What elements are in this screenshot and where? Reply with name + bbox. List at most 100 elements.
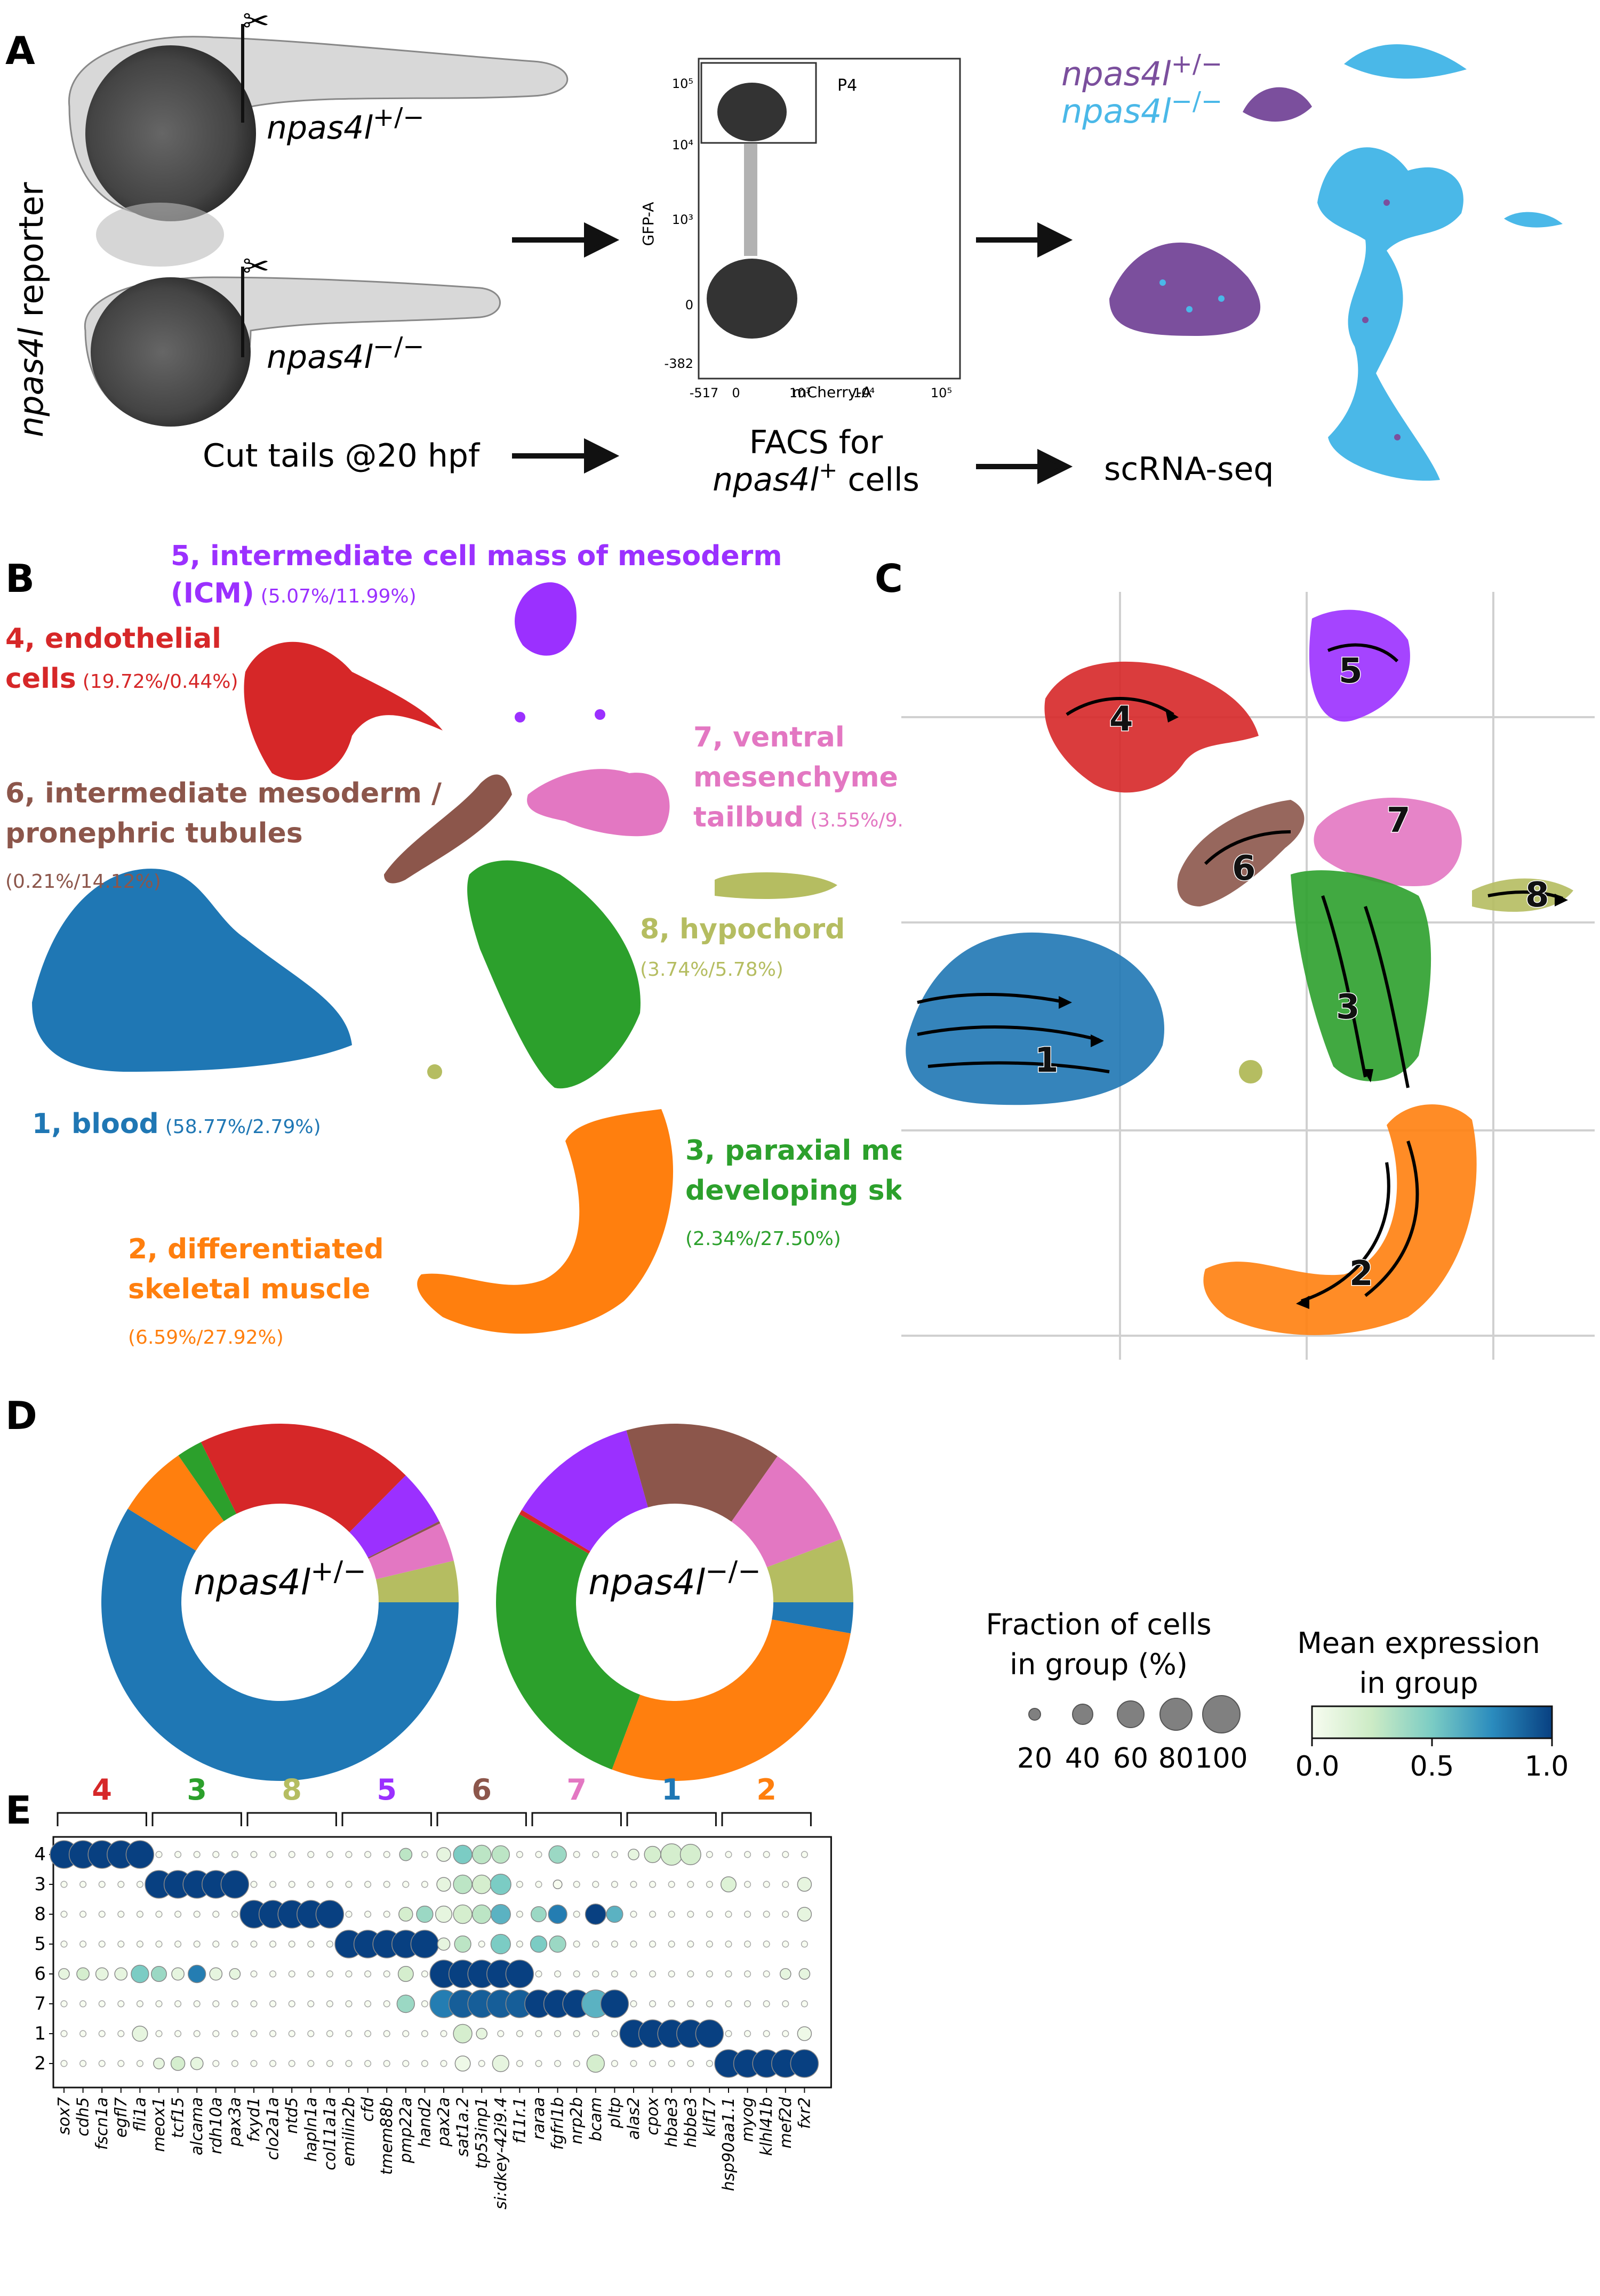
dot — [345, 1851, 353, 1858]
dot — [573, 2060, 580, 2067]
embryo-hom-image: ✂ — [84, 248, 501, 427]
group-bracket-1 — [626, 1812, 717, 1826]
dot — [744, 1851, 751, 1858]
dot — [611, 2030, 618, 2037]
row-label-6: 6 — [34, 1963, 46, 1985]
dot — [453, 2024, 473, 2044]
dot — [573, 2030, 580, 2037]
dot — [668, 1970, 675, 1978]
gene-label: meox1 — [150, 2097, 169, 2152]
dot — [668, 2000, 675, 2008]
dotplot: 4 sox7 cdh5 fscn1a egfl7 fli1a 3 meox1 tcf15 alca… — [34, 1773, 832, 2210]
dot — [630, 2060, 637, 2067]
group-label-2: 2 — [756, 1773, 777, 1807]
group-label-4: 4 — [92, 1773, 112, 1807]
dot — [136, 1940, 143, 1948]
dot — [250, 2030, 258, 2037]
svg-text:1: 1 — [1035, 1041, 1059, 1080]
dot — [269, 1940, 277, 1948]
cluster-7-label: 7, ventral — [693, 721, 845, 753]
cluster-2-pct: (6.59%/27.92%) — [128, 1327, 284, 1348]
dot — [155, 1851, 163, 1858]
dot — [725, 1970, 732, 1978]
gene-label: pax3a — [226, 2097, 244, 2147]
cluster-8-pct: (3.74%/5.78%) — [640, 959, 783, 981]
cluster-3-pct: (2.34%/27.50%) — [685, 1228, 841, 1250]
dot — [725, 2030, 732, 2037]
svg-text:in group (%): in group (%) — [1010, 1648, 1188, 1681]
umap-clusters — [32, 582, 837, 1334]
dot — [79, 2000, 87, 2008]
dot — [188, 1964, 206, 1984]
gene-label: alas2 — [625, 2097, 643, 2140]
dot — [193, 2000, 201, 2008]
svg-text:80: 80 — [1158, 1743, 1194, 1775]
cluster-5-label-2: (ICM) (5.07%/11.99%) — [171, 577, 417, 609]
pie-slice-6 — [367, 1521, 441, 1559]
dot — [364, 2030, 372, 2037]
dot — [797, 1907, 812, 1922]
dot — [269, 1970, 277, 1978]
dot — [782, 1910, 789, 1918]
svg-text:0.5: 0.5 — [1410, 1751, 1454, 1783]
gene-label: fxr2 — [795, 2097, 814, 2129]
dot — [288, 1881, 295, 1888]
dot — [440, 2030, 447, 2037]
dot — [60, 2060, 68, 2067]
dot — [60, 2030, 68, 2037]
dot — [307, 2000, 315, 2008]
dot — [269, 2060, 277, 2067]
legend-hom: npas4l−/− — [1061, 86, 1222, 131]
group-bracket-2 — [721, 1812, 812, 1826]
dot — [269, 1881, 277, 1888]
pie-chart-hom — [496, 1424, 853, 1781]
dot — [744, 2000, 751, 2008]
dot — [326, 1940, 333, 1948]
dot — [269, 2000, 277, 2008]
dot — [516, 1910, 523, 1918]
row-label-8: 8 — [34, 1904, 46, 1925]
group-bracket-8 — [246, 1812, 337, 1826]
gene-label: tcf15 — [169, 2097, 188, 2138]
dot — [79, 2030, 87, 2037]
dot — [660, 1843, 683, 1866]
dot — [345, 2060, 353, 2067]
dot — [573, 1940, 580, 1948]
dot — [706, 1851, 713, 1858]
dot — [611, 1970, 618, 1978]
dot — [630, 1910, 637, 1918]
dot — [421, 1851, 428, 1858]
svg-text:40: 40 — [1065, 1743, 1100, 1775]
dot — [725, 1851, 732, 1858]
scissors-icon-2: ✂ — [243, 248, 269, 285]
gene-label: cdh5 — [74, 2097, 93, 2137]
dot — [630, 1970, 637, 1978]
svg-text:0.0: 0.0 — [1295, 1751, 1340, 1783]
dot — [402, 1881, 410, 1888]
dot — [721, 1876, 737, 1892]
pie-het-label: npas4l+/− — [194, 1555, 366, 1603]
dot — [586, 2054, 605, 2073]
dot — [326, 1851, 333, 1858]
dot — [364, 1881, 372, 1888]
dot — [174, 2000, 182, 2008]
dot — [454, 1935, 471, 1953]
pie-slice-4 — [519, 1510, 590, 1554]
dot — [782, 2000, 789, 2008]
dot — [383, 2060, 390, 2067]
dot — [307, 1940, 315, 1948]
svg-text:0: 0 — [685, 298, 693, 312]
dot — [649, 1881, 657, 1888]
gene-label: fscn1a — [93, 2097, 111, 2150]
dot — [573, 1970, 580, 1978]
dot — [250, 1970, 258, 1978]
svg-text:P4: P4 — [837, 76, 857, 95]
group-label-8: 8 — [282, 1773, 302, 1807]
dot — [399, 1848, 413, 1861]
dot — [687, 1910, 694, 1918]
gene-label: egfl7 — [112, 2097, 131, 2138]
dot — [95, 1967, 109, 1981]
gene-label: pax2a — [435, 2097, 453, 2147]
dot — [600, 1989, 629, 2018]
